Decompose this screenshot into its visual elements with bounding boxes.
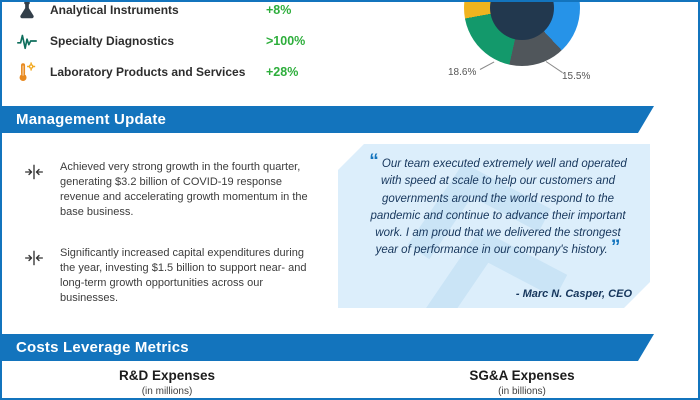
donut-label-gray-segment: 15.5% [562, 71, 591, 82]
management-bullet-2: Significantly increased capital expendit… [24, 246, 318, 305]
bullet-text: Achieved very strong growth in the fourt… [60, 161, 308, 218]
segment-growth-value: >100% [266, 34, 306, 48]
costs-leverage-banner: Costs Leverage Metrics [2, 334, 654, 361]
waveform-icon [16, 30, 38, 52]
open-quote-icon: “ [369, 151, 379, 172]
segment-row-laboratory-products: Laboratory Products and Services +28% [16, 57, 426, 87]
segment-row-analytical-instruments: Analytical Instruments +8% [16, 2, 426, 25]
column-title: SG&A Expenses [469, 368, 575, 383]
revenue-donut-chart [464, 2, 580, 66]
quote-body: Our team executed extremely well and ope… [370, 158, 627, 257]
bullet-text: Significantly increased capital expendit… [60, 247, 307, 304]
ceo-quote-block: “ Our team executed extremely well and o… [338, 144, 650, 308]
segment-growth-list: Analytical Instruments +8% Specialty Dia… [16, 2, 426, 88]
arrows-merge-icon [24, 162, 44, 182]
chevron-watermark-icon [382, 146, 584, 308]
donut-leader-line [545, 61, 563, 74]
column-subtitle: (in billions) [498, 386, 546, 397]
segment-row-specialty-diagnostics: Specialty Diagnostics >100% [16, 26, 426, 56]
segment-label: Analytical Instruments [50, 3, 179, 17]
flask-icon [16, 2, 38, 21]
donut-leader-line [479, 61, 495, 70]
column-title: R&D Expenses [118, 368, 216, 383]
donut-center [490, 2, 554, 40]
donut-label-green-segment: 18.6% [448, 67, 477, 78]
segment-growth-value: +8% [266, 3, 292, 17]
management-update-banner: Management Update [2, 106, 654, 133]
banner-title: Costs Leverage Metrics [16, 339, 189, 356]
segment-growth-value: +28% [266, 65, 299, 79]
quote-attribution: - Marc N. Casper, CEO [515, 288, 632, 300]
thermometer-gear-icon [16, 61, 38, 83]
segment-label: Laboratory Products and Services [50, 65, 246, 79]
segment-label: Specialty Diagnostics [50, 34, 175, 48]
rd-expenses-column: R&D Expenses (in millions) [2, 368, 332, 397]
column-subtitle: (in millions) [141, 386, 193, 397]
management-bullet-1: Achieved very strong growth in the fourt… [24, 160, 318, 219]
close-quote-icon: ” [610, 237, 621, 259]
quote-text: “ Our team executed extremely well and o… [338, 144, 650, 260]
sga-expenses-column: SG&A Expenses (in billions) [352, 368, 692, 397]
banner-title: Management Update [16, 111, 167, 128]
arrows-merge-icon [24, 248, 44, 268]
